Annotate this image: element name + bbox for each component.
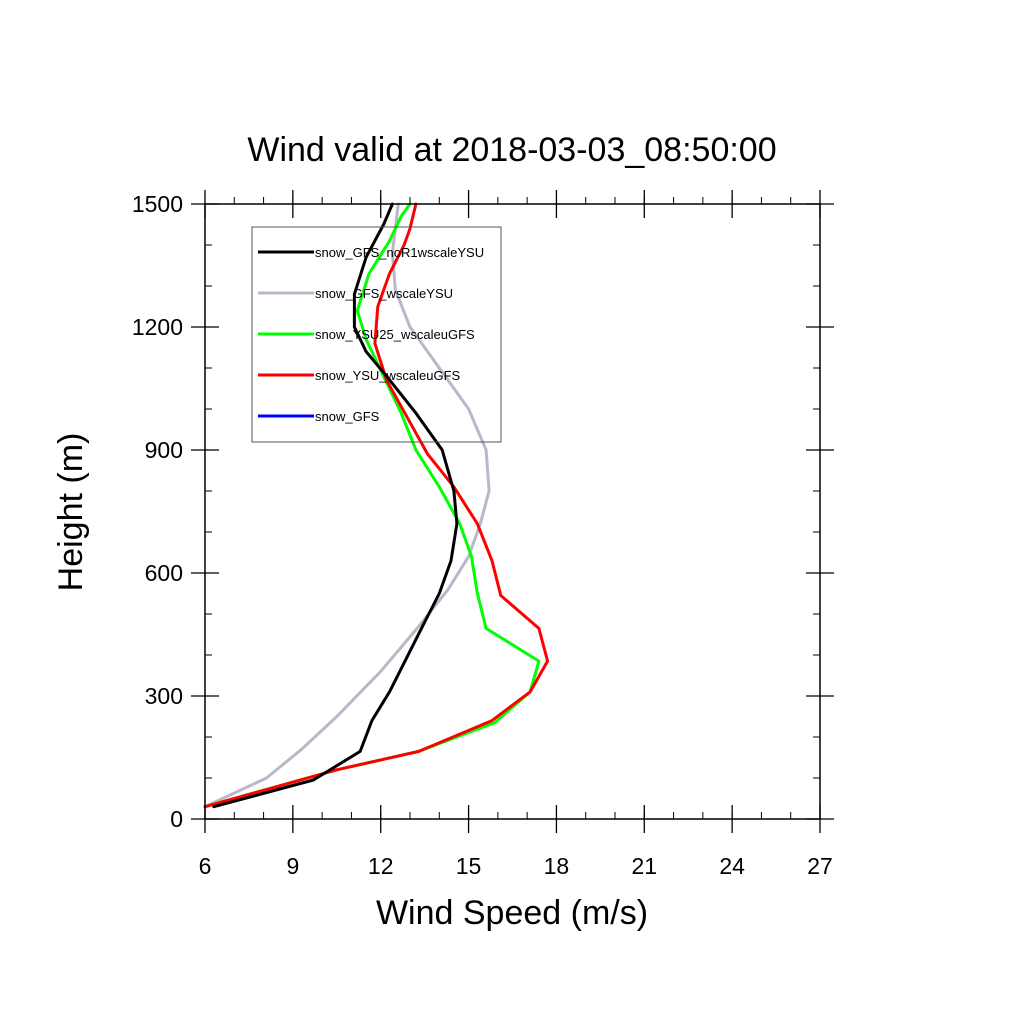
chart-title: Wind valid at 2018-03-03_08:50:00 — [247, 131, 776, 169]
x-tick-label: 21 — [631, 853, 657, 879]
legend-label: snow_GFS_wscaleYSU — [315, 286, 453, 301]
y-tick-label: 600 — [145, 560, 183, 586]
x-tick-label: 15 — [456, 853, 482, 879]
x-tick-label: 27 — [807, 853, 833, 879]
y-tick-label: 1500 — [132, 191, 183, 217]
x-tick-label: 18 — [544, 853, 570, 879]
y-tick-label: 0 — [170, 806, 183, 832]
x-tick-label: 12 — [368, 853, 394, 879]
legend-label: snow_GFS_noR1wscaleYSU — [315, 245, 484, 260]
plot-frame — [204, 203, 821, 820]
y-tick-label: 1200 — [132, 314, 183, 340]
x-tick-label: 6 — [199, 853, 212, 879]
y-tick-label: 300 — [145, 683, 183, 709]
series-lines — [203, 202, 550, 809]
legend-box — [251, 226, 502, 443]
y-tick-label: 900 — [145, 437, 183, 463]
series-line-snow_YSU_wscaleuGFS — [203, 202, 550, 809]
legend-label: snow_GFS — [315, 409, 380, 424]
x-tick-label: 9 — [286, 853, 299, 879]
axes: 6 9 12 15 18 21 24 27 0 300 600 900 1200 1500 — [132, 190, 834, 879]
x-axis-label: Wind Speed (m/s) — [376, 894, 648, 932]
legend: snow_GFS_noR1wscaleYSU snow_GFS_wscaleYSU… — [251, 226, 502, 443]
legend-label: snow_YSU_wscaleuGFS — [315, 368, 461, 383]
series-line-snow_GFS_wscaleYSU — [203, 202, 491, 809]
series-line-snow_GFS_noR1wscaleYSU — [212, 202, 459, 809]
legend-label: snow_YSU25_wscaleuGFS — [315, 327, 475, 342]
y-axis-label: Height (m) — [52, 433, 90, 592]
x-tick-label: 24 — [719, 853, 745, 879]
